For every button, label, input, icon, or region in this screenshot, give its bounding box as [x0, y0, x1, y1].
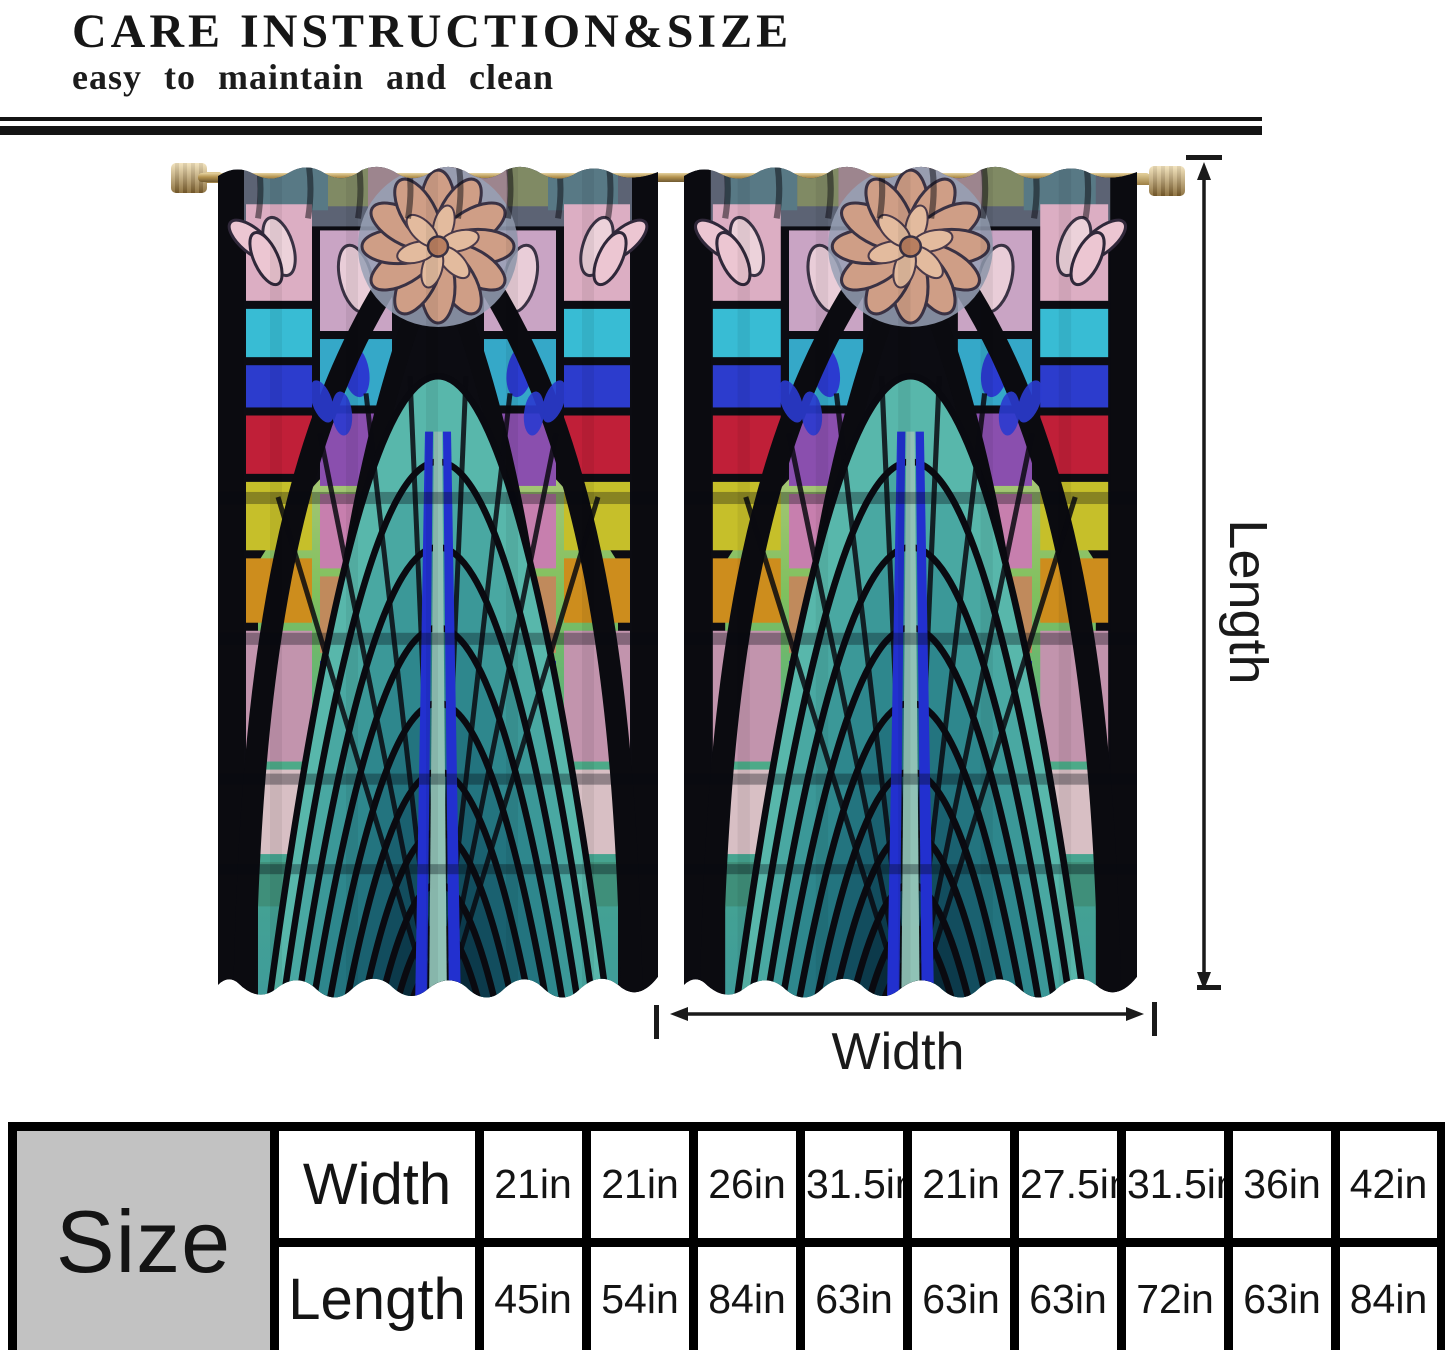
width-label: Width — [831, 1023, 965, 1081]
divider-line-thick — [0, 126, 1262, 135]
length-value-cell: 84in — [689, 1237, 805, 1350]
width-row-header: Width — [270, 1122, 484, 1247]
width-value-cell: 36in — [1224, 1122, 1340, 1247]
length-value-cell: 63in — [1224, 1237, 1340, 1350]
curtain-panel-left — [218, 160, 658, 1010]
length-value-cell: 54in — [582, 1237, 698, 1350]
length-tick-bottom — [1197, 985, 1221, 990]
length-label: Length — [1218, 519, 1278, 685]
table-row-length: Length 45in 54in 84in 63in 63in 63in 72i… — [13, 1237, 1445, 1350]
length-tick-top — [1186, 155, 1222, 160]
size-table: Size Width 21in 21in 26in 31.5in 21in 27… — [8, 1122, 1445, 1350]
length-value-cell: 72in — [1117, 1237, 1233, 1350]
width-arrow — [670, 1007, 1144, 1021]
width-value-cell: 21in — [903, 1122, 1019, 1247]
length-value-cell: 45in — [475, 1237, 591, 1350]
width-value-cell: 27.5in — [1010, 1122, 1126, 1247]
length-value-cell: 84in — [1331, 1237, 1445, 1350]
rod-neck-right — [1135, 174, 1151, 185]
divider-line-thin — [0, 117, 1262, 121]
table-row-width: Size Width 21in 21in 26in 31.5in 21in 27… — [8, 1122, 1445, 1350]
length-value-cell: 63in — [903, 1237, 1019, 1350]
width-value-cell: 26in — [689, 1122, 805, 1247]
length-arrow — [1197, 162, 1211, 990]
page-title: CARE INSTRUCTION&SIZE — [72, 5, 793, 58]
curtain-rod — [198, 173, 1150, 182]
width-value-cell: 21in — [475, 1122, 591, 1247]
width-value-cell: 31.5in — [1117, 1122, 1233, 1247]
size-corner-cell: Size — [8, 1122, 279, 1350]
width-value-cell: 21in — [582, 1122, 698, 1247]
length-value-cell: 63in — [796, 1237, 912, 1350]
width-tick-left — [654, 1005, 659, 1039]
width-tick-right — [1152, 1002, 1157, 1036]
width-value-cell: 31.5in — [796, 1122, 912, 1247]
length-value-cell: 63in — [1010, 1237, 1126, 1350]
curtain-panel-right — [684, 160, 1137, 1010]
width-value-cell: 42in — [1331, 1122, 1445, 1247]
rod-finial-right — [1149, 166, 1185, 196]
length-row-header: Length — [270, 1237, 484, 1350]
page-subtitle: easy to maintain and clean — [72, 57, 555, 97]
